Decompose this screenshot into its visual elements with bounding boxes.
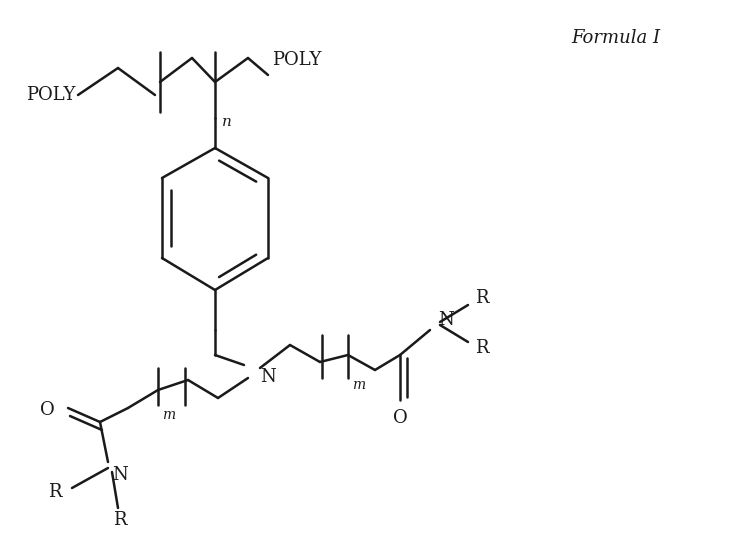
Text: m: m [162, 408, 175, 422]
Text: Formula I: Formula I [571, 29, 660, 47]
Text: N: N [112, 466, 128, 484]
Text: n: n [222, 115, 232, 129]
Text: POLY: POLY [272, 51, 321, 69]
Text: N: N [438, 311, 454, 329]
Text: N: N [260, 368, 276, 386]
Text: R: R [475, 289, 488, 307]
Text: R: R [475, 339, 488, 357]
Text: m: m [352, 378, 365, 392]
Text: R: R [113, 511, 127, 529]
Text: O: O [392, 409, 408, 427]
Text: R: R [48, 483, 62, 501]
Text: O: O [40, 401, 55, 419]
Text: POLY: POLY [26, 86, 75, 104]
